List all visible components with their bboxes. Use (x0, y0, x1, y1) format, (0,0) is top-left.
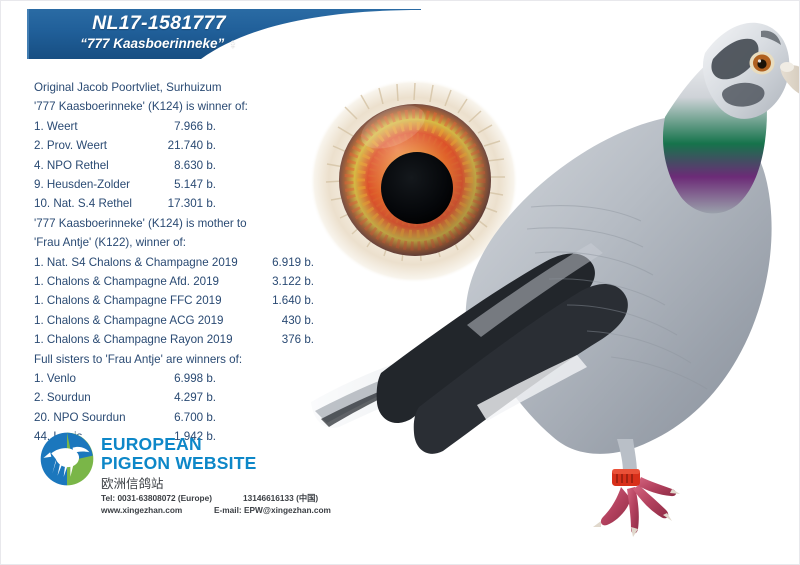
result-label: 1. Nat. S4 Chalons & Champagne 2019 (34, 255, 238, 269)
phone-china: 13146616133 (中国) (243, 493, 319, 503)
header-banner: NL17-1581777 “777 Kaasboerinneke” ♀ (1, 1, 421, 71)
result-value: 1.640 b. (272, 294, 314, 308)
origin-line: Original Jacob Poortvliet, Surhuizum (34, 81, 222, 94)
result-label: 9. Heusden-Zolder (34, 177, 131, 191)
result-row: 1. Nat. S4 Chalons & Champagne 2019 6.91… (34, 253, 324, 272)
result-row: 2. Sourdun 4.297 b. (34, 388, 324, 407)
result-row: 1. Chalons & Champagne ACG 2019 430 b. (34, 311, 324, 330)
ring-number: NL17-1581777 (92, 12, 226, 34)
result-row: 1. Chalons & Champagne Rayon 2019 376 b. (34, 330, 324, 349)
result-label: 1. Chalons & Champagne ACG 2019 (34, 313, 224, 327)
result-row: 1. Venlo 6.998 b. (34, 369, 324, 388)
result-label: 1. Venlo (34, 371, 76, 385)
group2-heading-line1: '777 Kaasboerinneke' (K124) is mother to (34, 216, 247, 230)
brand-logo: EUROPEAN PIGEON WEBSITE 欧洲信鸽站 (39, 429, 339, 499)
result-value: 8.630 b. (174, 158, 216, 172)
result-row: 9. Heusden-Zolder 5.147 b. (34, 175, 324, 194)
result-label: 1. Weert (34, 119, 78, 133)
result-value: 4.297 b. (174, 391, 216, 405)
result-label: 1. Chalons & Champagne Afd. 2019 (34, 274, 219, 288)
result-row: 20. NPO Sourdun 6.700 b. (34, 408, 324, 427)
banner-shape (27, 9, 421, 59)
female-sex-icon: ♀ (228, 35, 238, 51)
result-label: 2. Prov. Weert (34, 139, 108, 153)
pigeon-name-line: “777 Kaasboerinneke” ♀ (34, 35, 284, 51)
result-value: 17.301 b. (167, 197, 216, 211)
result-row: 1. Weert 7.966 b. (34, 117, 324, 136)
result-label: 10. Nat. S.4 Rethel (34, 197, 132, 211)
logo-line-2: PIGEON WEBSITE (101, 453, 257, 473)
result-value: 5.147 b. (174, 177, 216, 191)
group1-heading: '777 Kaasboerinneke' (K124) is winner of… (34, 100, 248, 114)
result-value: 3.122 b. (272, 274, 314, 288)
pedigree-info-block: Original Jacob Poortvliet, Surhuizum '77… (34, 78, 324, 447)
result-value: 1.942 b. (174, 430, 216, 444)
result-label: 20. NPO Sourdun (34, 410, 126, 424)
logo-wordmark: EUROPEAN PIGEON WEBSITE 欧洲信鸽站 (101, 435, 256, 494)
result-value: 6.700 b. (174, 410, 216, 424)
result-value: 6.998 b. (174, 371, 216, 385)
result-label: 2. Sourdun (34, 391, 91, 405)
result-value: 21.740 b. (167, 139, 216, 153)
result-value: 430 b. (281, 313, 314, 327)
group3-heading: Full sisters to 'Frau Antje' are winners… (34, 352, 243, 366)
result-label: 4. NPO Rethel (34, 158, 109, 172)
result-value: 6.919 b. (272, 255, 314, 269)
result-row: 10. Nat. S.4 Rethel 17.301 b. (34, 194, 324, 213)
pigeon-full-body-photo (311, 22, 799, 537)
result-label: 1. Chalons & Champagne FFC 2019 (34, 294, 222, 308)
pigeon-name: “777 Kaasboerinneke” (80, 35, 225, 51)
banner-text-group: NL17-1581777 “777 Kaasboerinneke” ♀ (34, 12, 284, 51)
email-link[interactable]: E-mail: EPW@xingezhan.com (214, 504, 331, 515)
result-row: 4. NPO Rethel 8.630 b. (34, 156, 324, 175)
website-link[interactable]: www.xingezhan.com (101, 504, 183, 515)
dove-logo-icon (40, 432, 94, 486)
pigeon-eye-closeup (310, 79, 518, 283)
result-label: 1. Chalons & Champagne Rayon 2019 (34, 333, 233, 347)
group2-heading-line2: 'Frau Antje' (K122), winner of: (34, 236, 186, 250)
result-row: 1. Chalons & Champagne Afd. 2019 3.122 b… (34, 272, 324, 291)
result-row: 1. Chalons & Champagne FFC 2019 1.640 b. (34, 291, 324, 310)
result-value: 7.966 b. (174, 119, 216, 133)
result-value: 376 b. (281, 333, 314, 347)
logo-line-1: EUROPEAN (101, 434, 202, 454)
phone-europe: Tel: 0031-63808072 (Europe) (101, 493, 212, 503)
result-row: 2. Prov. Weert 21.740 b. (34, 136, 324, 155)
logo-chinese-name: 欧洲信鸽站 (101, 477, 164, 491)
